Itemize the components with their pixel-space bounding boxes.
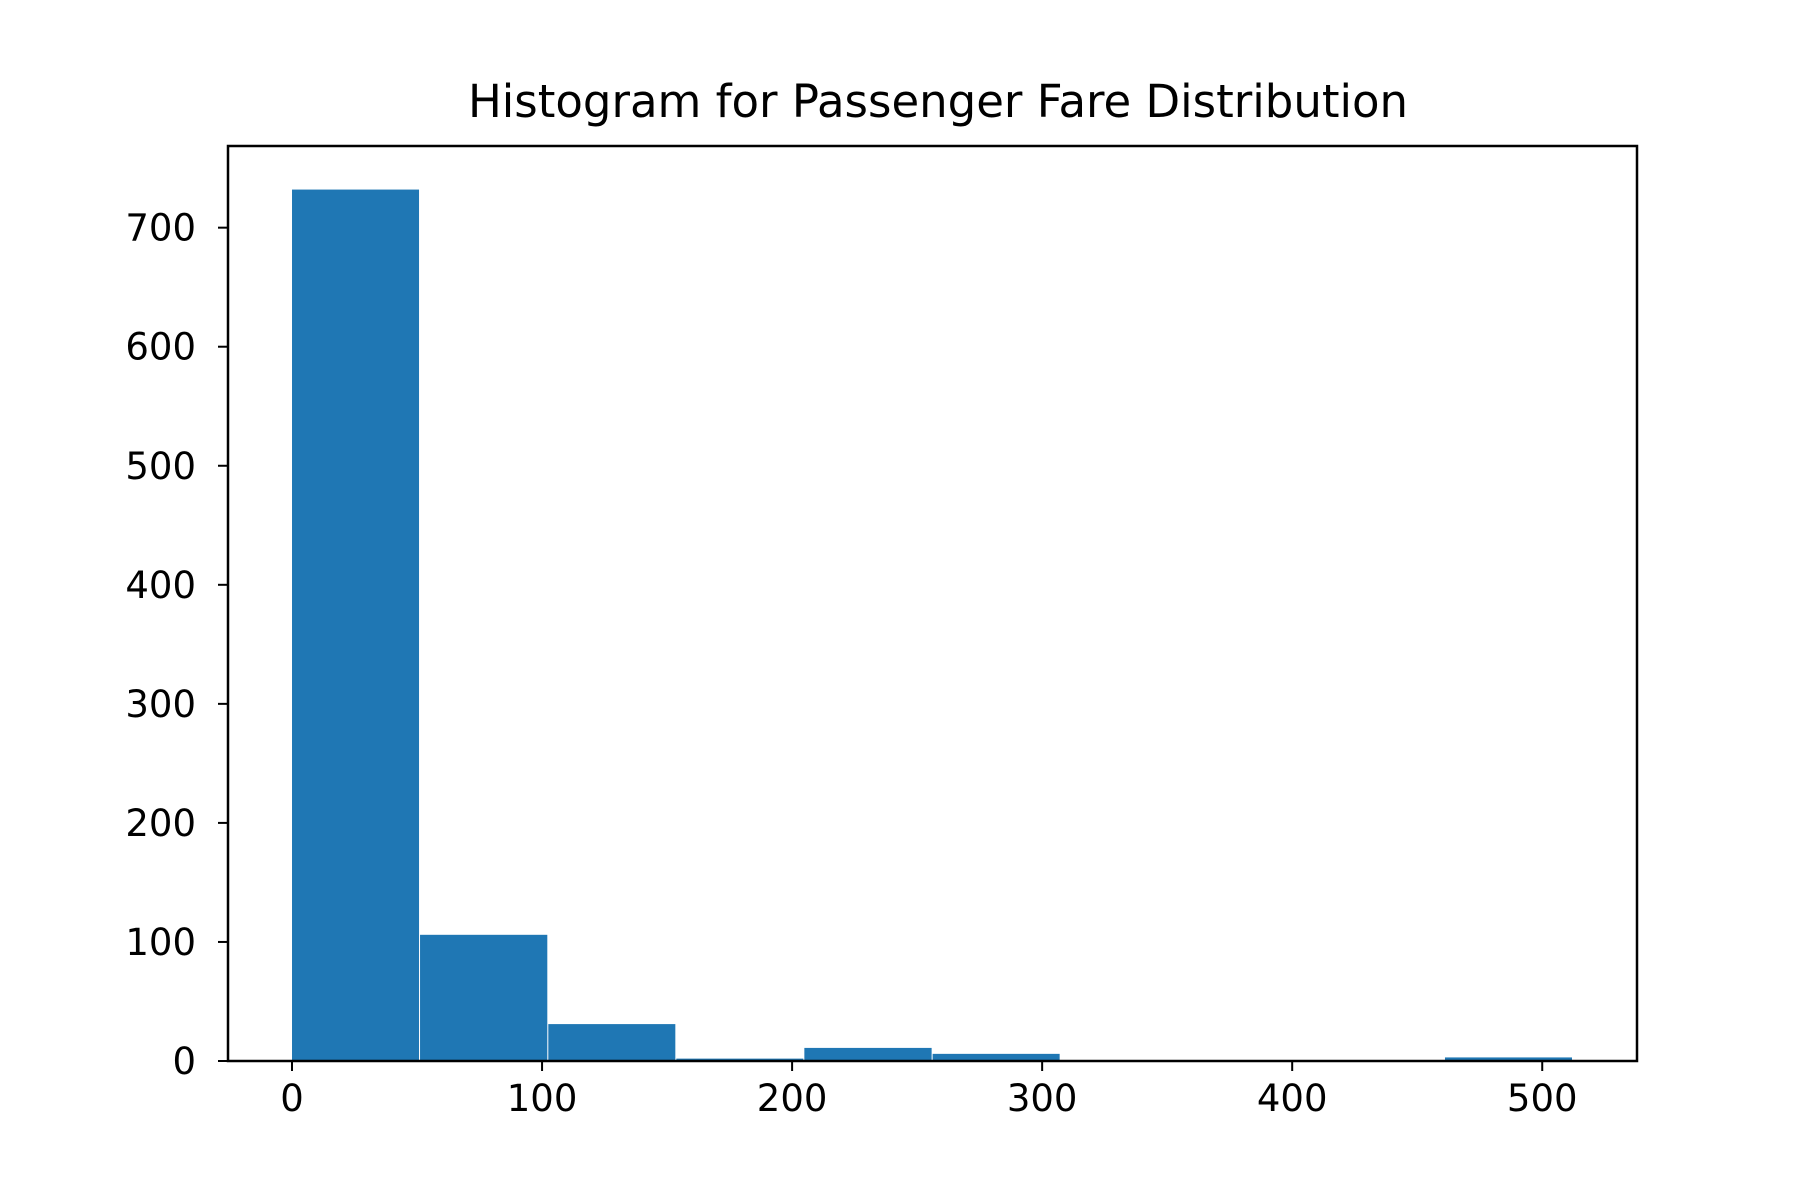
chart-title: Histogram for Passenger Fare Distributio… bbox=[468, 75, 1408, 128]
x-tick-label: 100 bbox=[507, 1077, 578, 1120]
histogram-bar bbox=[932, 1053, 1060, 1061]
x-tick-label: 200 bbox=[757, 1077, 828, 1120]
x-axis-ticks: 0 100 200 300 400 500 bbox=[280, 1061, 1578, 1120]
histogram-bar bbox=[292, 189, 420, 1062]
y-tick-label: 700 bbox=[125, 207, 196, 250]
y-tick-label: 100 bbox=[125, 921, 196, 964]
x-tick-label: 500 bbox=[1507, 1077, 1578, 1120]
bars-group bbox=[292, 189, 1572, 1062]
histogram-bar bbox=[548, 1024, 676, 1061]
x-tick-label: 400 bbox=[1257, 1077, 1328, 1120]
histogram-bar bbox=[804, 1047, 932, 1061]
y-tick-label: 0 bbox=[172, 1040, 196, 1083]
x-tick-label: 0 bbox=[280, 1077, 304, 1120]
y-tick-label: 200 bbox=[125, 802, 196, 845]
x-tick-label: 300 bbox=[1007, 1077, 1078, 1120]
y-axis-ticks: 0 100 200 300 400 500 600 700 bbox=[125, 207, 228, 1083]
plot-area-frame bbox=[226, 144, 1639, 1063]
y-tick-label: 500 bbox=[125, 445, 196, 488]
y-tick-label: 400 bbox=[125, 564, 196, 607]
y-tick-label: 600 bbox=[125, 326, 196, 369]
histogram-bar bbox=[1444, 1057, 1572, 1061]
histogram-bar bbox=[420, 934, 548, 1061]
y-tick-label: 300 bbox=[125, 683, 196, 726]
